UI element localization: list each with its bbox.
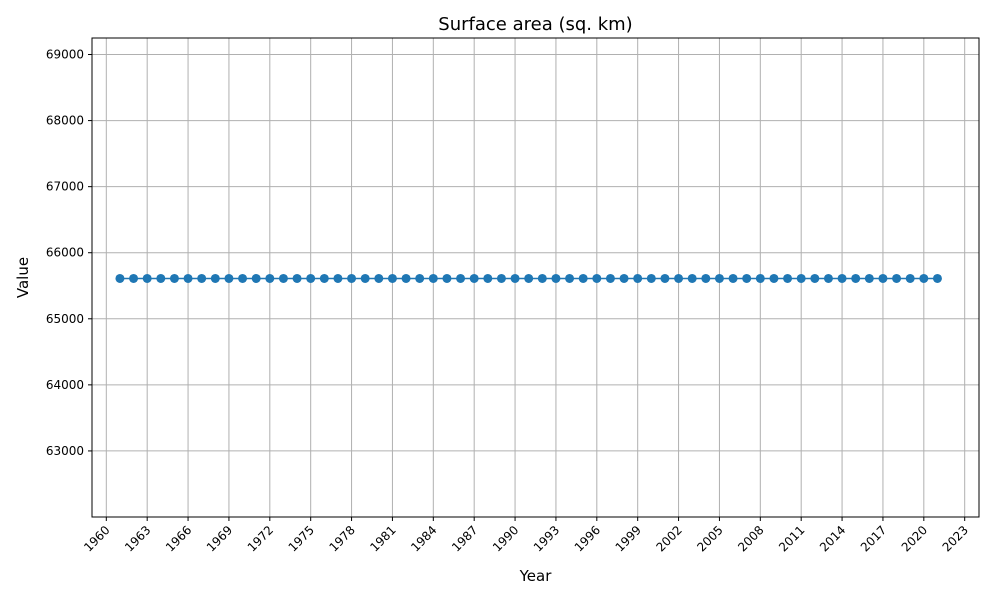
- x-tick-label: 2017: [858, 523, 889, 554]
- data-point: [674, 273, 684, 283]
- data-point: [660, 273, 670, 283]
- data-point: [306, 273, 316, 283]
- data-point: [510, 273, 520, 283]
- x-tick-label: 1963: [122, 523, 153, 554]
- data-point: [742, 273, 752, 283]
- x-tick-label: 1993: [531, 523, 562, 554]
- data-series: [115, 273, 942, 283]
- data-point: [837, 273, 847, 283]
- data-point: [605, 273, 615, 283]
- data-point: [592, 273, 602, 283]
- y-tick-label: 69000: [46, 48, 84, 62]
- data-point: [469, 273, 479, 283]
- data-point: [115, 273, 125, 283]
- data-point: [892, 273, 902, 283]
- x-tick-label: 2014: [817, 523, 848, 554]
- data-point: [769, 273, 779, 283]
- data-point: [714, 273, 724, 283]
- y-tick-label: 64000: [46, 378, 84, 392]
- x-tick-label: 1972: [245, 523, 276, 554]
- data-point: [496, 273, 506, 283]
- data-point: [347, 273, 357, 283]
- data-point: [864, 273, 874, 283]
- x-tick-label: 1999: [613, 523, 644, 554]
- data-point: [878, 273, 888, 283]
- data-point: [646, 273, 656, 283]
- data-point: [210, 273, 220, 283]
- data-point: [701, 273, 711, 283]
- data-point: [919, 273, 929, 283]
- x-axis: 1960 1963 1966 1969 1972 1975 1978 1981 1984 1987…: [81, 517, 971, 554]
- data-point: [278, 273, 288, 283]
- y-axis: 63000 64000 65000 66000 67000 68000 69000: [46, 48, 92, 458]
- data-point: [142, 273, 152, 283]
- x-tick-label: 2005: [694, 523, 725, 554]
- data-point: [728, 273, 738, 283]
- data-point: [197, 273, 207, 283]
- data-point: [524, 273, 534, 283]
- data-point: [183, 273, 193, 283]
- data-point: [551, 273, 561, 283]
- data-point: [905, 273, 915, 283]
- x-tick-label: 1966: [163, 523, 194, 554]
- data-point: [415, 273, 425, 283]
- data-point: [169, 273, 179, 283]
- data-point: [156, 273, 166, 283]
- data-point: [810, 273, 820, 283]
- data-point: [292, 273, 302, 283]
- data-point: [360, 273, 370, 283]
- data-point: [483, 273, 493, 283]
- data-point: [755, 273, 765, 283]
- data-point: [565, 273, 575, 283]
- data-point: [238, 273, 248, 283]
- y-tick-label: 66000: [46, 246, 84, 260]
- data-point: [374, 273, 384, 283]
- data-point: [633, 273, 643, 283]
- x-tick-label: 1990: [490, 523, 521, 554]
- x-tick-label: 1975: [286, 523, 317, 554]
- y-axis-label: Value: [14, 257, 32, 298]
- data-point: [428, 273, 438, 283]
- x-tick-label: 1960: [81, 523, 112, 554]
- x-tick-label: 2020: [899, 523, 930, 554]
- x-tick-label: 1981: [367, 523, 398, 554]
- data-point: [932, 273, 942, 283]
- data-point: [578, 273, 588, 283]
- x-tick-label: 2011: [776, 523, 807, 554]
- plot-frame: [91, 37, 980, 518]
- data-point: [319, 273, 329, 283]
- x-tick-label: 1978: [326, 523, 357, 554]
- data-point: [783, 273, 793, 283]
- x-tick-label: 1996: [572, 523, 603, 554]
- data-point: [333, 273, 343, 283]
- data-point: [387, 273, 397, 283]
- data-point: [224, 273, 234, 283]
- data-point: [796, 273, 806, 283]
- x-tick-label: 2002: [653, 523, 684, 554]
- data-point: [687, 273, 697, 283]
- data-point: [823, 273, 833, 283]
- y-tick-label: 63000: [46, 444, 84, 458]
- data-point: [537, 273, 547, 283]
- x-tick-label: 1969: [204, 523, 235, 554]
- x-tick-label: 1987: [449, 523, 480, 554]
- x-tick-label: 2023: [940, 523, 971, 554]
- data-point: [619, 273, 629, 283]
- x-axis-label: Year: [519, 567, 553, 585]
- data-point: [129, 273, 139, 283]
- data-point: [251, 273, 261, 283]
- y-tick-label: 68000: [46, 114, 84, 128]
- x-tick-label: 1984: [408, 523, 439, 554]
- data-point: [401, 273, 411, 283]
- x-tick-label: 2008: [735, 523, 766, 554]
- data-point: [265, 273, 275, 283]
- data-point: [456, 273, 466, 283]
- y-tick-label: 67000: [46, 180, 84, 194]
- data-point: [442, 273, 452, 283]
- y-tick-label: 65000: [46, 312, 84, 326]
- data-point: [851, 273, 861, 283]
- chart-title: Surface area (sq. km): [438, 14, 632, 35]
